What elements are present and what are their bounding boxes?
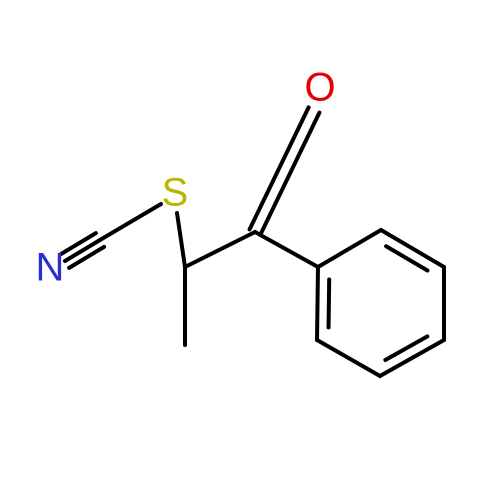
- bond-s-ch: [177, 213, 185, 267]
- atom-S: S: [162, 171, 189, 215]
- molecule-svg: N S O: [0, 0, 500, 500]
- ring-inner-2: [385, 336, 427, 360]
- bond-ph2-ph3: [317, 340, 380, 376]
- bond-c-s: [100, 204, 161, 240]
- atom-N: N: [36, 246, 65, 290]
- atom-O: O: [304, 66, 335, 110]
- bond-co-ph1: [255, 232, 318, 267]
- bond-c-o-b: [250, 107, 309, 229]
- bond-ph1-ph2: [317, 267, 318, 340]
- ring-inner-1: [329, 280, 330, 328]
- bond-c-o-a: [260, 113, 319, 235]
- ring-inner-3: [386, 246, 427, 270]
- bond-ph6-ph1: [318, 230, 381, 267]
- bond-ch-co: [185, 232, 255, 267]
